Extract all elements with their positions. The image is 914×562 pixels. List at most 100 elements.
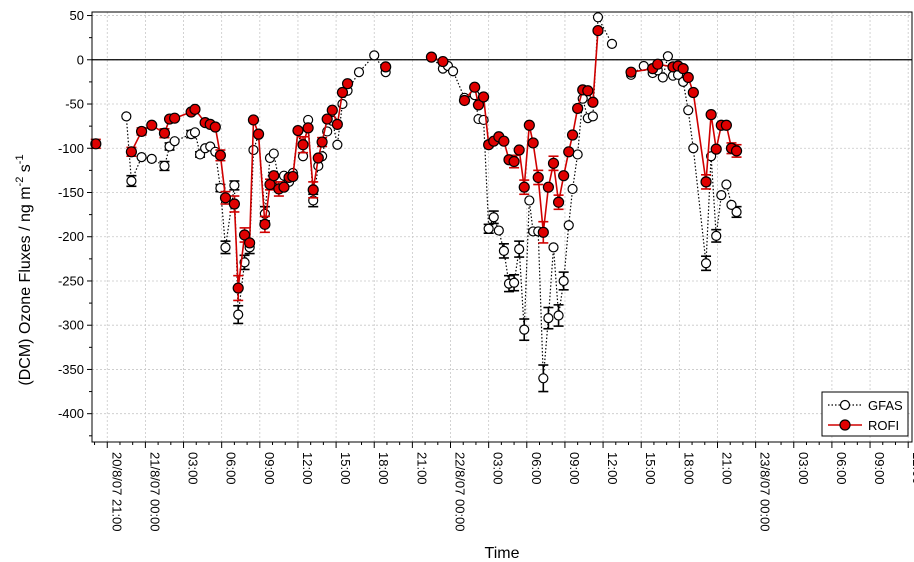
- legend-box: [821, 391, 909, 437]
- gfas-point: [716, 190, 727, 201]
- x-tick-label: 12:00: [910, 452, 914, 485]
- rofi-point: [259, 218, 271, 230]
- gfas-point: [498, 245, 510, 256]
- x-tick-label: 06:00: [529, 452, 544, 485]
- gfas-point: [220, 242, 231, 253]
- series-layer: [90, 12, 743, 393]
- gfas-point: [353, 67, 365, 78]
- gfas-point: [587, 111, 598, 122]
- gfas-point: [553, 310, 564, 321]
- rofi-point: [677, 63, 689, 75]
- rofi-point: [682, 71, 694, 84]
- rofi-point: [582, 85, 594, 97]
- x-tick-label: 21/8/07 00:00: [147, 452, 162, 532]
- y-tick-label: -350: [58, 362, 84, 377]
- gfas-point: [543, 313, 554, 324]
- gfas-point: [657, 72, 668, 83]
- rofi-point: [380, 61, 392, 73]
- gfas-point: [567, 183, 578, 195]
- rofi-point: [458, 94, 471, 107]
- rofi-point: [547, 157, 560, 169]
- gfas-point: [524, 195, 535, 206]
- rofi-point: [705, 109, 717, 121]
- gfas-point: [700, 258, 712, 269]
- rofi-point: [326, 104, 338, 116]
- rofi-point: [523, 119, 535, 131]
- y-axis: 50 0 -50 -100 -150 -200 -250 -300 -350 -400: [58, 8, 92, 437]
- gfas-point: [721, 179, 732, 190]
- rofi-point: [214, 149, 227, 161]
- rofi-point: [307, 184, 319, 196]
- gfas-point: [189, 127, 201, 138]
- rofi-point: [252, 128, 265, 140]
- plot-frame: [91, 11, 913, 443]
- rofi-point: [312, 152, 324, 164]
- gfas-point: [169, 136, 180, 147]
- gfas-point: [136, 152, 147, 163]
- rofi-point: [331, 118, 343, 130]
- y-tick-label: -400: [58, 406, 84, 421]
- x-tick-label: 21:00: [719, 452, 734, 485]
- rofi-point: [425, 51, 438, 63]
- x-tick-label: 18:00: [681, 452, 696, 485]
- rofi-point: [687, 86, 699, 99]
- rofi-point: [169, 112, 181, 124]
- rofi-point: [700, 176, 712, 188]
- rofi-point: [469, 81, 481, 93]
- gfas-point: [572, 149, 583, 160]
- x-tick-label: 06:00: [834, 452, 849, 485]
- rofi-point: [542, 181, 555, 193]
- x-tick-label: 03:00: [796, 452, 811, 485]
- x-tick-label: 06:00: [224, 452, 239, 485]
- rofi-point: [336, 86, 349, 99]
- gfas-point: [121, 111, 132, 122]
- rofi-point: [302, 122, 314, 134]
- x-tick-label: 21:00: [414, 452, 429, 485]
- x-axis-title: Time: [485, 545, 520, 562]
- series-rofi: [90, 24, 743, 302]
- rofi-point: [244, 237, 256, 249]
- rofi-point: [146, 119, 158, 131]
- rofi-point: [228, 198, 240, 210]
- x-tick-label: 18:00: [376, 452, 391, 485]
- gfas-point: [519, 324, 530, 335]
- rofi-point: [247, 114, 260, 126]
- legend-gfas-label: GFAS: [868, 398, 903, 413]
- rofi-point: [158, 127, 171, 139]
- gfas-line: [430, 15, 613, 379]
- rofi-point: [297, 139, 309, 151]
- gfas-point: [514, 244, 525, 255]
- gfas-point: [268, 148, 279, 159]
- y-tick-label: -200: [58, 229, 84, 244]
- rofi-point: [730, 145, 743, 157]
- rofi-point: [268, 170, 280, 182]
- gfas-point: [126, 175, 137, 187]
- rofi-point: [189, 103, 201, 115]
- rofi-point: [219, 192, 232, 204]
- gfas-point: [683, 105, 694, 116]
- series-gfas: [121, 12, 742, 393]
- x-tick-label: 23/8/07 00:00: [758, 452, 773, 532]
- rofi-point: [563, 146, 575, 158]
- gfas-line: [630, 56, 738, 264]
- gfas-point: [493, 225, 504, 236]
- rofi-point: [566, 129, 579, 141]
- rofi-point: [508, 155, 520, 168]
- gfas-point: [159, 160, 170, 172]
- x-tick-label: 03:00: [491, 452, 506, 485]
- rofi-point: [572, 102, 584, 115]
- x-axis: 20/8/07 21:00 21/8/07 00:00 03:00 06:00 09:0…: [94, 442, 914, 532]
- y-tick-label: -50: [65, 97, 84, 112]
- gfas-point: [488, 212, 499, 223]
- rofi-point: [552, 196, 565, 208]
- rofi-point: [537, 226, 549, 238]
- x-tick-label: 09:00: [567, 452, 582, 485]
- rofi-point: [238, 229, 251, 241]
- x-tick-label: 20/8/07 21:00: [109, 452, 124, 532]
- rofi-point: [587, 96, 599, 108]
- gfas-point: [229, 180, 240, 191]
- y-tick-label: -150: [58, 185, 84, 200]
- rofi-point: [477, 91, 490, 103]
- x-tick-label: 15:00: [643, 452, 658, 485]
- gfas-point: [233, 309, 244, 320]
